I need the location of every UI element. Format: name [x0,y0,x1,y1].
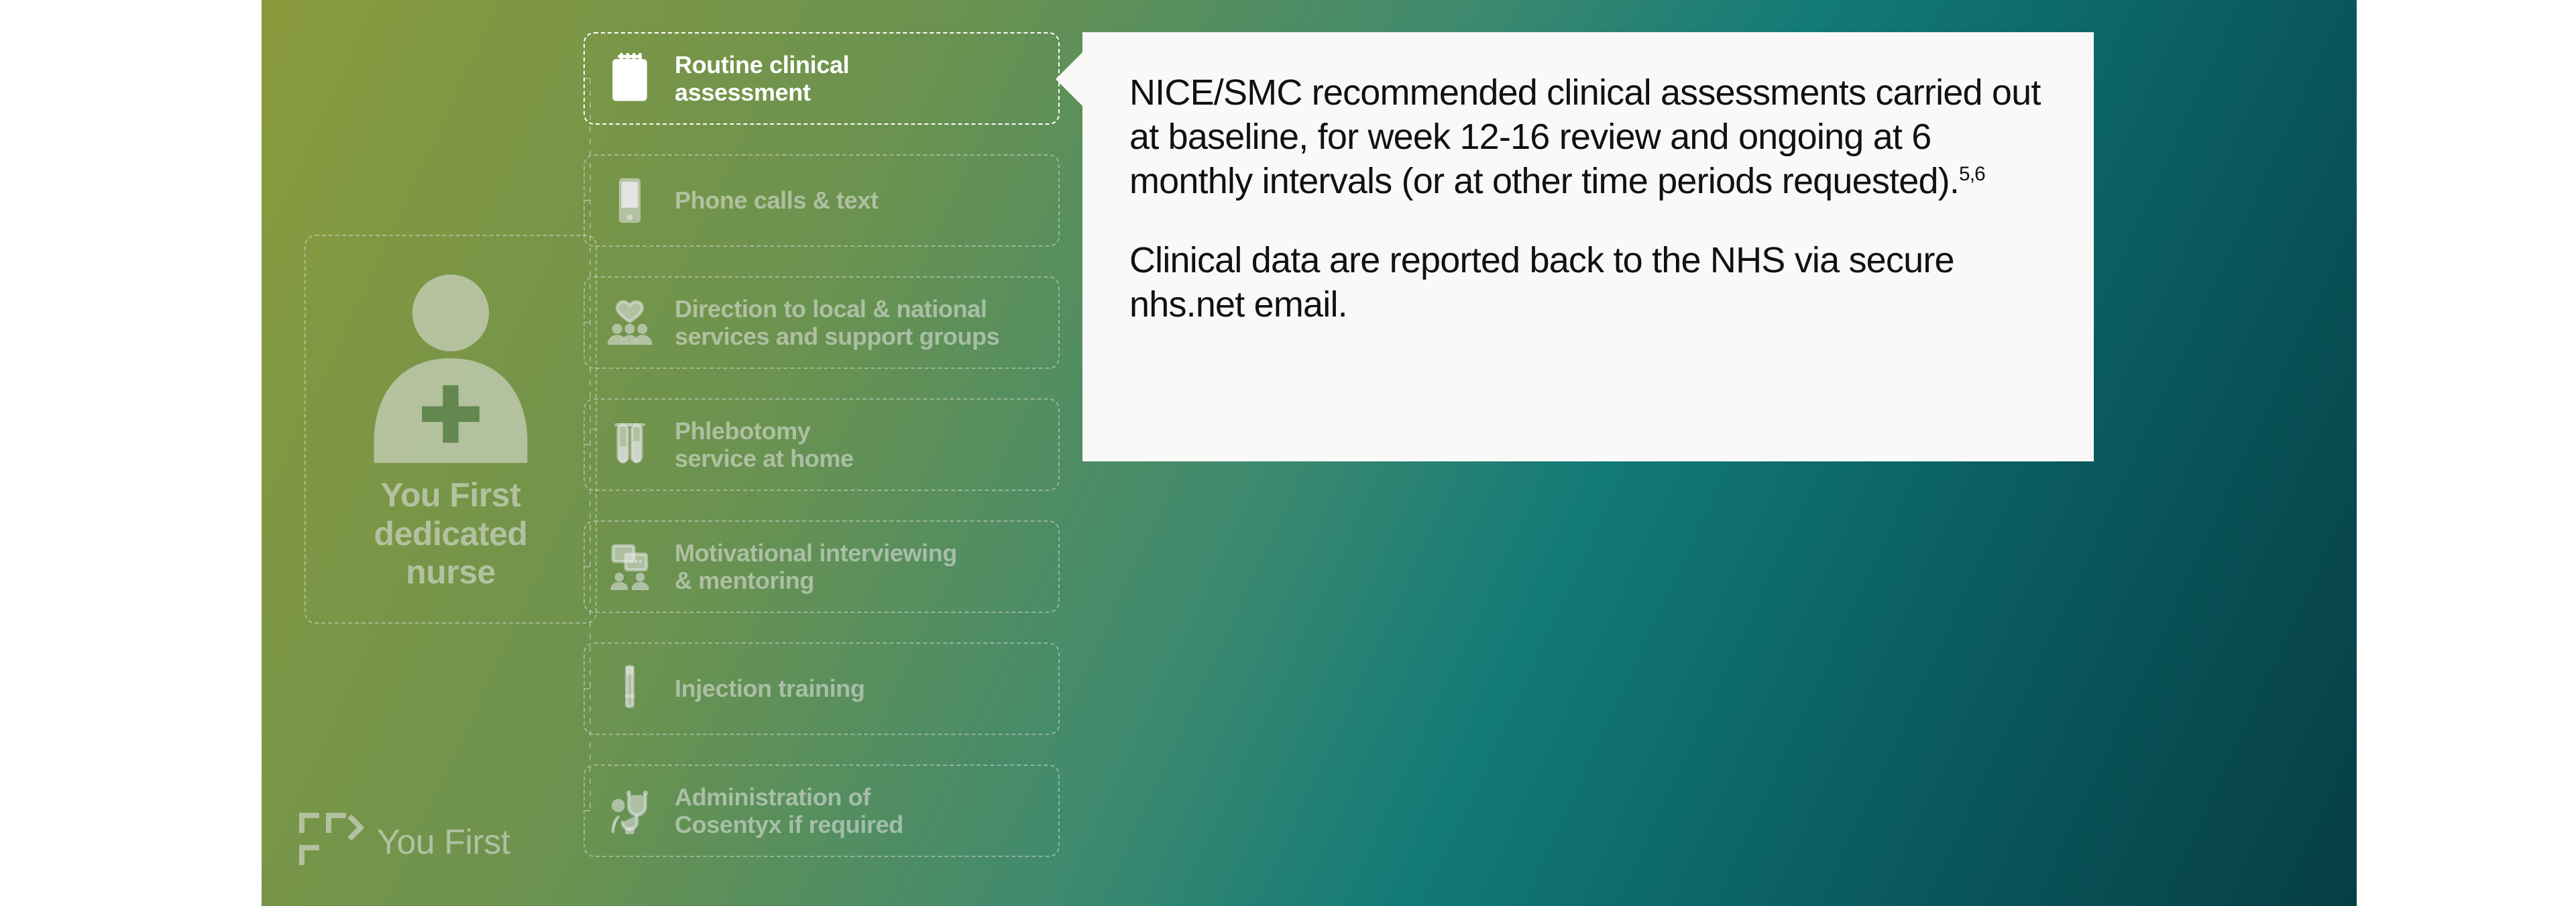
phone-icon [604,174,656,227]
brand-lockup: You First [296,810,510,874]
callout-panel: NICE/SMC recommended clinical assessment… [1082,32,2094,461]
service-injection[interactable]: Injection training [583,642,1060,735]
mentor-icon [604,541,656,593]
service-direction-label: Direction to local & nationalservices an… [675,295,999,351]
brand-text: You First [377,822,510,862]
pen-icon [604,663,656,715]
steth-icon [604,785,656,837]
service-admin[interactable]: Administration ofCosentyx if required [583,765,1060,857]
service-phone[interactable]: Phone calls & text [583,154,1060,247]
callout-pointer [1056,52,1082,106]
support-icon [604,296,656,349]
brand-mark-icon [296,810,363,874]
callout-para-2: Clinical data are reported back to the N… [1129,239,2047,327]
tubes-icon [604,418,656,471]
nurse-icon [363,265,538,479]
service-phlebotomy-label: Phlebotomyservice at home [675,417,854,473]
callout-para-1: NICE/SMC recommended clinical assessment… [1129,71,2047,204]
service-routine[interactable]: Routine clinicalassessment [583,32,1060,125]
clipboard-icon [604,52,656,105]
service-direction[interactable]: Direction to local & nationalservices an… [583,276,1060,369]
service-motivational[interactable]: Motivational interviewing& mentoring [583,520,1060,613]
service-injection-label: Injection training [675,675,865,702]
service-motivational-label: Motivational interviewing& mentoring [675,539,957,595]
service-phone-label: Phone calls & text [675,186,879,214]
service-routine-label: Routine clinicalassessment [675,51,849,107]
service-admin-label: Administration ofCosentyx if required [675,783,903,839]
nurse-label: You Firstdedicatednurse [304,476,597,592]
service-phlebotomy[interactable]: Phlebotomyservice at home [583,398,1060,491]
